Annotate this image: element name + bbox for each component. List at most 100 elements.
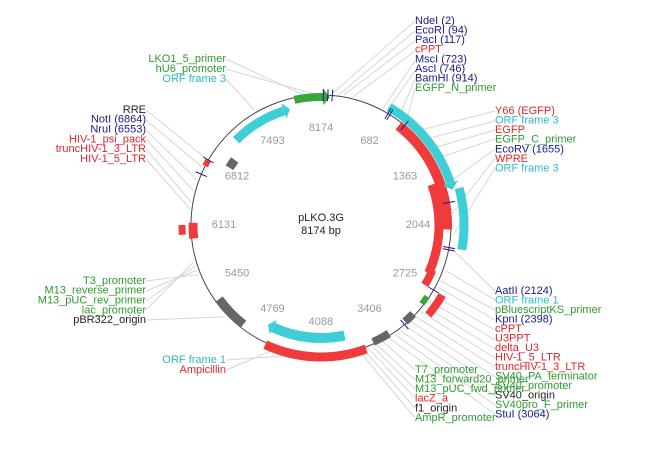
feature-label: MscI (723) [415,53,467,65]
feature-label: ORF frame 3 [495,163,559,175]
feature-arrow [267,320,277,335]
leader-line [343,40,416,96]
feature-arc [263,340,368,362]
feature-label: NdeI (2) [415,15,455,27]
plasmid-name: pLKO.3G [298,212,344,224]
leader-line [225,348,277,371]
position-label: 2044 [406,219,430,231]
feature-label: pBR322_origin [73,314,146,326]
leader-line [450,247,496,292]
leader-line [444,269,496,301]
feature-label: SV40pro_F_primer [495,399,588,411]
position-label: 6812 [225,170,249,182]
leader-line [145,261,195,311]
feature-arc [454,186,469,251]
position-label: 2725 [393,267,417,279]
leader-line [414,110,496,133]
feature-arc [215,296,247,328]
feature-label: Ampicillin [180,364,226,376]
leader-line [145,148,192,203]
leader-line [376,344,416,381]
feature-arc [225,157,239,171]
leader-line [382,341,416,371]
position-label: 1363 [393,170,417,182]
leader-line [145,119,203,168]
site-mark [443,200,456,204]
feature-arc [386,103,455,185]
leader-line [400,330,496,397]
leader-line [424,305,496,350]
leader-line [388,337,496,415]
leader-line [339,30,416,95]
position-label: 6131 [212,219,236,231]
feature-label: EcoRV (1655) [495,143,564,155]
site-mark [386,109,394,121]
leader-line [359,350,416,419]
site-mark [428,286,440,294]
feature-label: EGFP_N_primer [415,82,497,94]
feature-label: truncHIV-1_3_LTR [56,143,146,155]
site-mark [384,108,392,119]
feature-label: ORF frame 1 [162,354,226,366]
leader-line [394,334,496,406]
leader-line [405,325,496,387]
site-mark [442,248,455,252]
site-mark [326,89,329,102]
feature-arc [202,158,212,168]
feature-label: LKO1_5_primer [148,53,226,65]
position-label: 4769 [260,303,284,315]
site-mark [400,319,409,330]
feature-label: ORF frame 1 [495,294,559,306]
position-label: 682 [360,135,378,147]
feature-arc [188,222,199,239]
leader-line [410,321,496,378]
feature-label: pBluescriptKS_primer [495,304,602,316]
feature-arc [402,311,416,325]
feature-label: cPPT [495,323,522,335]
position-label: 7493 [260,135,284,147]
leader-line [145,109,207,160]
feature-label: PacI (117) [415,34,465,46]
leader-line [145,269,198,292]
feature-label: ORF frame 3 [162,73,226,85]
feature-label: M13_pUC_rev_primer [38,295,147,307]
feature-label: lac_promoter [82,304,147,316]
leader-line [145,129,198,181]
position-label: 3406 [357,303,381,315]
feature-label: ORF frame 3 [495,115,559,127]
feature-label: HIV-1_5_LTR [80,153,146,165]
leader-line [428,129,496,150]
leader-line [415,316,496,368]
leader-line [421,120,496,141]
feature-label: BamHI (914) [415,73,477,85]
feature-label: M13_pUC_fwd_primer [415,383,525,395]
feature-arc [419,294,430,306]
feature-label: U3PPT [495,332,531,344]
feature-label: Y66 (EGFP) [495,105,555,117]
leader-line [363,349,416,409]
feature-arrow [442,180,458,190]
feature-label: KpnI (2398) [495,313,552,325]
leader-line [428,300,496,341]
feature-label: T3_promoter [83,275,146,287]
feature-label: NruI (6553) [90,124,146,136]
feature-label: EGFP_C_primer [495,134,577,146]
feature-label: SV40_origin [495,389,555,401]
feature-label: AscI (746) [415,63,465,75]
feature-label: SV40_PA_terminator [495,370,598,382]
leader-line [435,138,496,160]
leader-line [420,311,496,359]
leader-line [225,78,256,112]
feature-label: f1_origin [415,402,457,414]
plasmid-size: 8174 bp [301,225,341,237]
feature-label: M13_reverse_primer [45,285,147,297]
position-label: 4088 [309,316,333,328]
feature-label: lacZ_a [415,393,449,405]
leader-line [382,60,416,109]
feature-label: SV40_promoter [495,380,572,392]
site-mark [195,171,208,178]
leader-line [145,273,199,282]
feature-arc [421,268,436,287]
feature-arc [371,330,391,346]
